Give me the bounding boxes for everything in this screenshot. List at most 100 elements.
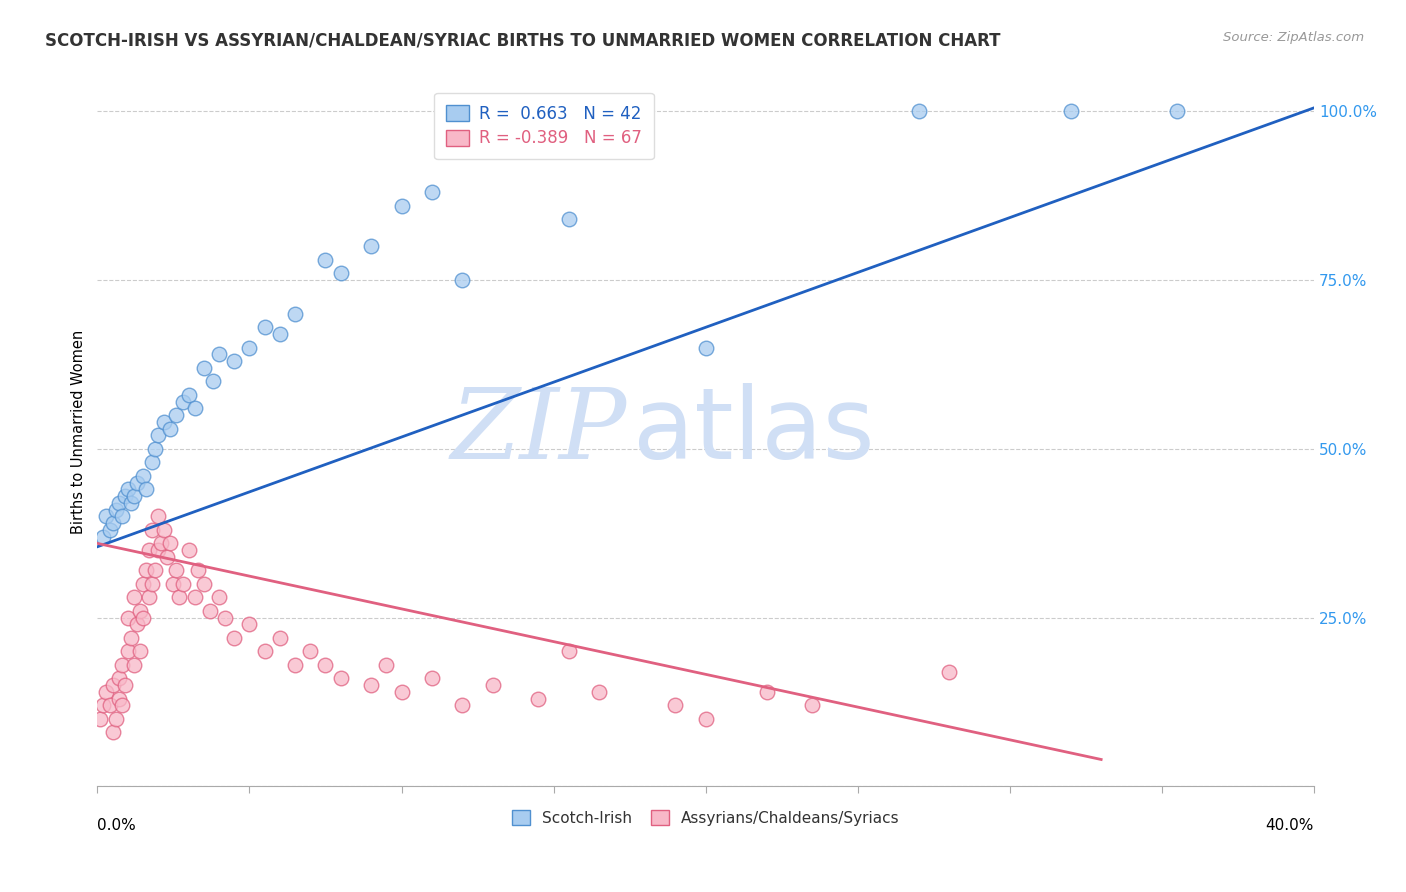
Point [117,610,139,624]
Point [907,104,929,119]
Point [122,657,145,672]
Point [135,563,157,577]
Point [162,577,184,591]
Point [224,354,246,368]
Point [391,199,413,213]
Point [193,360,215,375]
Point [148,543,170,558]
Point [107,496,129,510]
Point [360,678,382,692]
Point [172,577,194,591]
Point [107,691,129,706]
Point [148,428,170,442]
Text: Source: ZipAtlas.com: Source: ZipAtlas.com [1223,31,1364,45]
Point [165,408,187,422]
Point [141,455,163,469]
Point [132,468,155,483]
Point [938,665,960,679]
Point [132,577,155,591]
Point [89,712,111,726]
Point [375,657,398,672]
Point [111,509,134,524]
Point [122,591,145,605]
Point [558,212,581,227]
Point [138,591,160,605]
Point [1166,104,1188,119]
Point [150,536,173,550]
Point [156,549,179,564]
Point [284,307,307,321]
Point [172,394,194,409]
Text: ZIP: ZIP [450,384,627,480]
Point [329,266,352,280]
Point [98,698,121,713]
Y-axis label: Births to Unmarried Women: Births to Unmarried Women [72,330,86,534]
Point [187,563,209,577]
Point [141,523,163,537]
Point [314,252,336,267]
Point [159,421,181,435]
Point [101,725,124,739]
Point [104,712,127,726]
Point [314,657,336,672]
Point [588,685,610,699]
Text: atlas: atlas [633,384,875,481]
Point [451,273,474,287]
Point [153,523,176,537]
Point [214,610,236,624]
Point [159,536,181,550]
Text: SCOTCH-IRISH VS ASSYRIAN/CHALDEAN/SYRIAC BIRTHS TO UNMARRIED WOMEN CORRELATION C: SCOTCH-IRISH VS ASSYRIAN/CHALDEAN/SYRIAC… [45,31,1001,49]
Point [122,489,145,503]
Point [198,604,221,618]
Point [420,186,443,200]
Point [138,543,160,558]
Point [104,502,127,516]
Point [107,672,129,686]
Point [98,523,121,537]
Point [201,374,224,388]
Point [253,644,276,658]
Point [165,563,187,577]
Point [141,577,163,591]
Point [224,631,246,645]
Point [125,617,148,632]
Point [148,509,170,524]
Point [329,672,352,686]
Point [125,475,148,490]
Point [114,678,136,692]
Point [101,678,124,692]
Point [129,644,152,658]
Point [93,530,115,544]
Point [193,577,215,591]
Point [269,631,291,645]
Point [101,516,124,530]
Point [143,442,166,456]
Text: 40.0%: 40.0% [1265,818,1315,833]
Point [143,563,166,577]
Legend: Scotch-Irish, Assyrians/Chaldeans/Syriacs: Scotch-Irish, Assyrians/Chaldeans/Syriac… [506,805,905,832]
Point [391,685,413,699]
Point [96,509,118,524]
Point [451,698,474,713]
Point [755,685,778,699]
Point [117,483,139,497]
Point [253,320,276,334]
Point [169,591,191,605]
Point [132,610,155,624]
Point [135,483,157,497]
Point [360,239,382,253]
Point [96,685,118,699]
Point [117,644,139,658]
Point [120,496,142,510]
Point [481,678,503,692]
Point [208,591,231,605]
Point [177,543,200,558]
Point [269,326,291,341]
Point [208,347,231,361]
Text: 0.0%: 0.0% [97,818,136,833]
Point [177,388,200,402]
Point [238,617,260,632]
Point [1060,104,1083,119]
Point [111,698,134,713]
Point [695,712,717,726]
